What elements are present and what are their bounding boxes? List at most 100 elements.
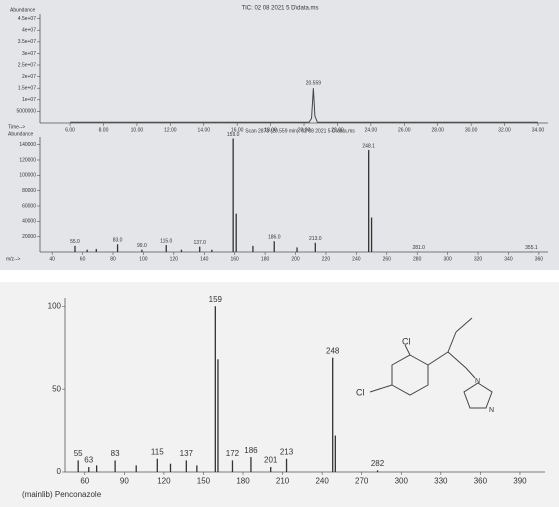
photo-top	[0, 0, 559, 270]
peak-label: 186	[244, 446, 258, 455]
bond	[427, 351, 449, 366]
x-tick-label: 340	[504, 256, 513, 262]
x-tick-label: 26.00	[398, 127, 411, 133]
peak-label: 20.559	[306, 81, 322, 87]
x-tick-label: 330	[434, 477, 448, 486]
photo-bottom	[0, 282, 559, 507]
x-tick-label: 6.00	[65, 127, 75, 133]
x-tick-label: 18.00	[264, 127, 277, 133]
x-tick-label: 12.00	[164, 127, 177, 133]
x-tick-label: 10.00	[131, 127, 144, 133]
peak-label: 248.1	[362, 143, 375, 149]
x-tick-label: 40	[49, 256, 55, 262]
y-tick-label: 100	[48, 301, 62, 310]
y-tick-label: 40000	[22, 219, 36, 225]
y-tick-label: 0	[57, 467, 62, 476]
x-tick-label: 300	[395, 477, 409, 486]
x-tick-label: 28.00	[431, 127, 444, 133]
x-tick-label: 24.00	[365, 127, 378, 133]
chart-title: TIC: 02 08 2021 5 D\data.ms	[241, 6, 318, 12]
atom-label: N	[475, 378, 480, 385]
y-tick-label: 2e+07	[22, 74, 36, 80]
x-tick-label: 150	[197, 477, 211, 486]
x-tick-label: 390	[513, 477, 527, 486]
footer: (mainlib) Penconazole	[22, 490, 102, 499]
y-axis-label: Abundance	[10, 7, 36, 13]
chart-title: Scan 2873 (20.559 min): 02 08 2021 5 D\d…	[245, 128, 355, 134]
peak-label: 213	[280, 447, 294, 456]
y-tick-label: 100000	[19, 173, 36, 179]
peak-label: 248	[326, 346, 340, 355]
x-tick-label: 360	[535, 256, 544, 262]
y-axis-label: Abundance	[8, 131, 34, 137]
x-tick-label: 20.00	[298, 127, 311, 133]
peak-label: 355.1	[525, 245, 538, 251]
x-tick-label: 220	[322, 256, 331, 262]
x-tick-label: 34.00	[532, 127, 545, 133]
bond	[369, 384, 393, 393]
bond	[465, 367, 476, 379]
x-tick-label: 30.00	[465, 127, 478, 133]
peak-label: 115.0	[160, 238, 172, 244]
peak-label: 83	[111, 449, 120, 458]
y-tick-label: 80000	[22, 188, 36, 194]
peak-label: 159	[209, 295, 223, 304]
y-tick-label: 5000000	[17, 109, 37, 115]
x-tick-label: 180	[261, 256, 270, 262]
y-tick-label: 2.5e+07	[18, 62, 36, 68]
peak-label: 63	[84, 456, 93, 465]
peak-label: 99.0	[137, 243, 147, 249]
atom-label: Cl	[402, 336, 411, 346]
y-tick-label: 1e+07	[22, 97, 36, 103]
y-tick-label: 20000	[22, 234, 36, 240]
x-tick-label: 200	[291, 256, 300, 262]
peak-label: 201	[264, 456, 278, 465]
x-tick-label: 100	[139, 256, 148, 262]
x-tick-label: 22.00	[331, 127, 344, 133]
y-tick-label: 3e+07	[22, 51, 36, 57]
x-tick-label: 60	[80, 477, 89, 486]
x-tick-label: 16.00	[231, 127, 244, 133]
peak-label: 55.0	[70, 239, 80, 245]
imidazole-ring	[463, 382, 493, 409]
structure	[369, 317, 493, 409]
x-tick-label: 120	[170, 256, 179, 262]
peak-label: 281.0	[412, 245, 425, 251]
x-tick-label: 14.00	[198, 127, 211, 133]
x-tick-label: 260	[383, 256, 392, 262]
x-axis-label: m/z-->	[6, 256, 20, 262]
x-tick-label: 240	[352, 256, 361, 262]
atom-label: Cl	[356, 387, 365, 397]
y-tick-label: 60000	[22, 203, 36, 209]
peak-label: 172	[226, 449, 240, 458]
bond	[447, 331, 457, 353]
x-tick-label: 160	[231, 256, 240, 262]
x-tick-label: 210	[276, 477, 290, 486]
y-tick-label: 50	[52, 384, 61, 393]
x-tick-label: 60	[80, 256, 86, 262]
bond	[455, 317, 473, 333]
y-tick-label: 1.5e+07	[18, 86, 36, 92]
peak-label: 213.0	[309, 236, 322, 242]
y-tick-label: 120000	[19, 157, 36, 163]
x-tick-label: 280	[413, 256, 422, 262]
peak-label: 115	[151, 447, 164, 456]
bond	[404, 344, 411, 356]
x-tick-label: 270	[355, 477, 369, 486]
x-tick-label: 240	[315, 477, 329, 486]
x-tick-label: 90	[120, 477, 129, 486]
peak-label: 137.0	[193, 240, 206, 246]
tic-line	[70, 88, 538, 123]
y-tick-label: 3.5e+07	[18, 39, 36, 45]
x-tick-label: 120	[157, 477, 171, 486]
peak-label: 55	[74, 449, 83, 458]
x-tick-label: 360	[474, 477, 488, 486]
x-tick-label: 180	[236, 477, 250, 486]
x-tick-label: 8.00	[99, 127, 109, 133]
y-tick-label: 4.5e+07	[18, 16, 36, 22]
x-tick-label: 300	[443, 256, 452, 262]
x-tick-label: 140	[200, 256, 209, 262]
bond	[447, 351, 467, 369]
x-tick-label: 320	[474, 256, 483, 262]
